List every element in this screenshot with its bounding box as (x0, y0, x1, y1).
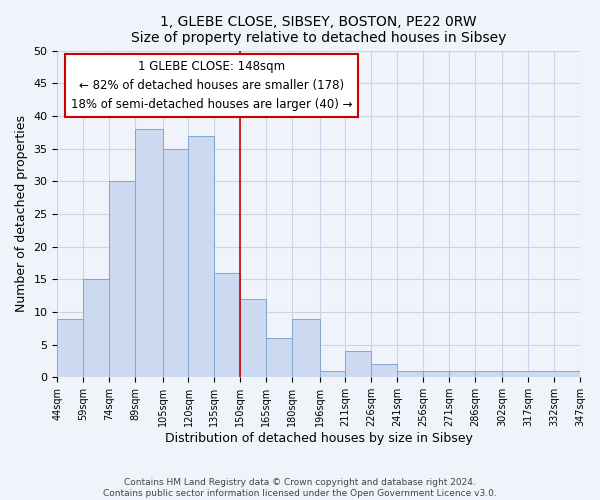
Bar (397, 371, 423, 378)
Bar (292, 318, 320, 378)
Bar (188, 136, 214, 378)
Text: Contains HM Land Registry data © Crown copyright and database right 2024.
Contai: Contains HM Land Registry data © Crown c… (103, 478, 497, 498)
Bar (266, 338, 292, 378)
Bar (163, 148, 188, 378)
Bar (475, 371, 502, 378)
Bar (109, 182, 135, 378)
Text: 1 GLEBE CLOSE: 148sqm
← 82% of detached houses are smaller (178)
18% of semi-det: 1 GLEBE CLOSE: 148sqm ← 82% of detached … (71, 60, 352, 112)
Bar (83, 280, 109, 378)
Bar (58, 318, 83, 378)
Bar (449, 371, 475, 378)
Bar (502, 371, 580, 378)
X-axis label: Distribution of detached houses by size in Sibsey: Distribution of detached houses by size … (165, 432, 473, 445)
Bar (371, 364, 397, 378)
Bar (320, 371, 346, 378)
Bar (214, 273, 240, 378)
Bar (423, 371, 449, 378)
Bar (346, 351, 371, 378)
Y-axis label: Number of detached properties: Number of detached properties (15, 116, 28, 312)
Bar (240, 299, 266, 378)
Title: 1, GLEBE CLOSE, SIBSEY, BOSTON, PE22 0RW
Size of property relative to detached h: 1, GLEBE CLOSE, SIBSEY, BOSTON, PE22 0RW… (131, 15, 506, 45)
Bar (135, 129, 163, 378)
